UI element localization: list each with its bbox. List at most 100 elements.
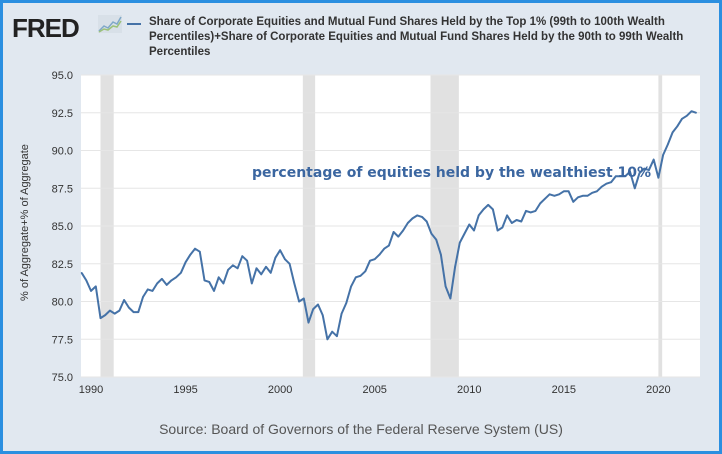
data-point: [336, 335, 338, 338]
data-point: [250, 282, 253, 285]
data-point: [633, 187, 636, 190]
data-point: [175, 276, 177, 279]
data-point: [454, 265, 456, 268]
data-point: [501, 226, 504, 229]
data-point: [397, 235, 400, 238]
data-point: [113, 312, 116, 315]
data-point: [506, 214, 508, 217]
data-point: [354, 276, 357, 279]
data-point: [170, 279, 173, 282]
data-point: [369, 259, 371, 262]
x-tick-label: 2010: [457, 384, 481, 396]
data-point: [463, 232, 466, 235]
data-point: [685, 114, 688, 117]
data-point: [416, 214, 419, 217]
data-point: [198, 250, 201, 253]
data-point: [615, 175, 617, 177]
data-point: [529, 211, 532, 214]
data-point: [260, 273, 263, 276]
source-note: Source: Board of Governors of the Federa…: [159, 421, 563, 437]
data-point: [605, 182, 608, 185]
y-tick-label: 80.0: [52, 297, 73, 309]
data-point: [619, 175, 622, 177]
data-point: [203, 279, 206, 282]
data-point: [690, 110, 693, 113]
data-point: [388, 244, 390, 247]
y-tick-label: 82.5: [52, 259, 73, 271]
data-point: [326, 338, 329, 341]
data-point: [265, 265, 267, 268]
data-point: [657, 176, 660, 179]
data-point: [695, 111, 698, 114]
legend-label: Share of Corporate Equities and Mutual F…: [149, 16, 684, 58]
data-point: [430, 232, 433, 235]
data-point: [80, 272, 83, 274]
data-point: [671, 131, 674, 134]
y-tick-label: 95.0: [52, 70, 73, 82]
data-point: [274, 256, 277, 259]
data-point: [629, 170, 631, 173]
data-point: [298, 300, 300, 303]
data-point: [473, 229, 475, 232]
data-point: [132, 311, 135, 313]
data-point: [392, 231, 395, 233]
data-point: [232, 264, 234, 267]
data-point: [586, 195, 589, 197]
data-point: [421, 216, 423, 218]
data-point: [407, 222, 409, 224]
data-point: [624, 175, 627, 177]
fred-logo: FRED: [12, 13, 80, 43]
data-point: [534, 210, 537, 212]
y-tick-label: 85.0: [52, 221, 73, 233]
data-point: [596, 190, 598, 193]
y-tick-label: 87.5: [52, 183, 73, 195]
data-point: [184, 261, 187, 264]
data-point: [321, 314, 324, 316]
data-point: [236, 267, 239, 270]
data-point: [137, 311, 140, 313]
data-point: [425, 220, 428, 223]
data-point: [520, 220, 523, 223]
data-point: [284, 258, 286, 261]
data-point: [553, 195, 556, 197]
data-point: [350, 285, 352, 288]
data-point: [331, 330, 333, 333]
data-point: [180, 272, 182, 274]
x-tick-label: 1990: [79, 384, 103, 396]
data-point: [255, 267, 258, 270]
y-tick-label: 92.5: [52, 108, 73, 120]
data-point: [194, 247, 196, 250]
data-point: [109, 309, 111, 312]
data-point: [643, 167, 646, 170]
data-point: [151, 290, 154, 292]
data-point: [128, 306, 130, 309]
data-point: [161, 278, 163, 280]
data-point: [652, 158, 655, 161]
data-point: [213, 290, 215, 292]
data-point: [544, 198, 546, 200]
data-point: [449, 297, 452, 300]
data-point: [492, 208, 494, 211]
data-point: [90, 290, 92, 292]
data-point: [227, 268, 229, 271]
data-point: [572, 201, 575, 203]
fred-chart-icon: [98, 15, 122, 33]
data-point: [676, 125, 679, 128]
data-point: [563, 190, 565, 193]
data-point: [302, 297, 305, 300]
annotation: percentage of equities held by the wealt…: [252, 165, 651, 181]
data-point: [548, 193, 551, 196]
data-point: [558, 193, 560, 196]
data-point: [600, 185, 603, 188]
data-point: [511, 222, 513, 224]
data-point: [378, 253, 381, 256]
data-point: [577, 196, 579, 199]
data-point: [146, 288, 149, 291]
data-point: [482, 208, 485, 211]
data-point: [165, 284, 168, 286]
data-point: [104, 314, 107, 316]
data-point: [662, 154, 664, 156]
x-tick-label: 2020: [646, 384, 670, 396]
data-point: [208, 281, 211, 283]
data-point: [383, 247, 385, 250]
